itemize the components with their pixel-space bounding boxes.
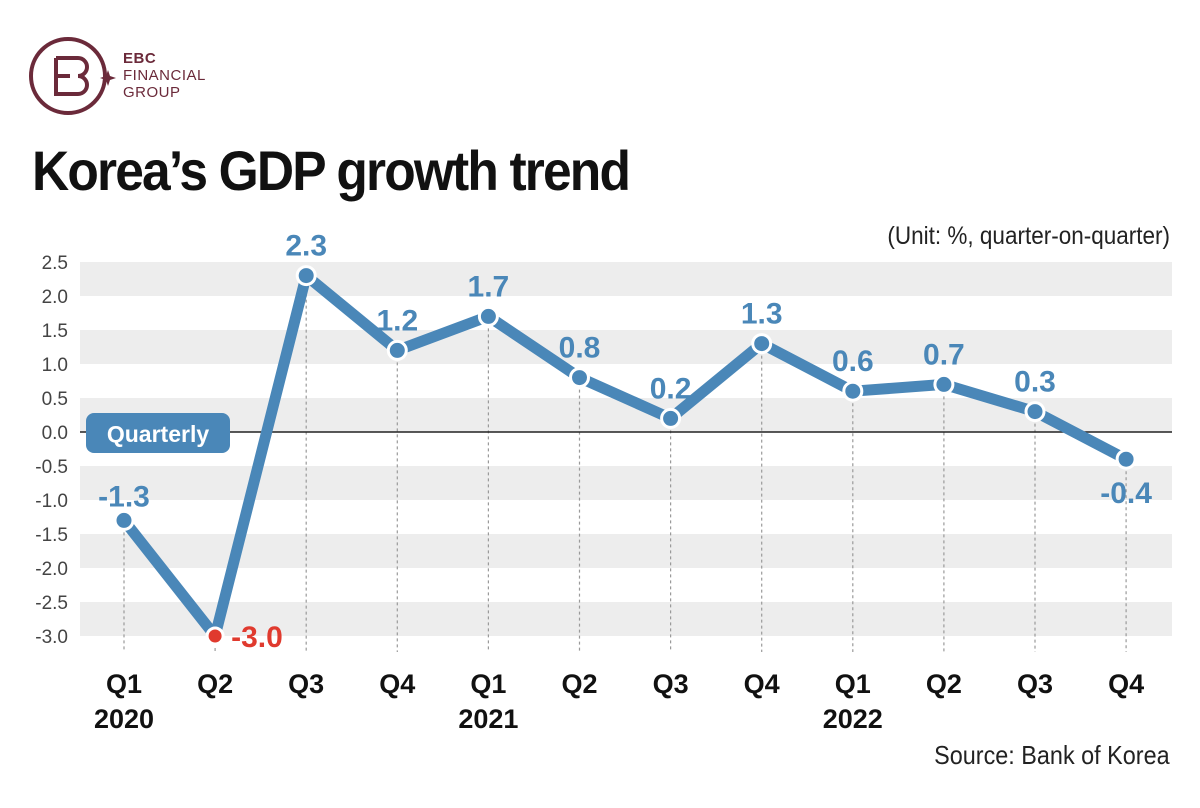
x-tick-label: Q1 bbox=[835, 669, 871, 699]
data-point bbox=[660, 407, 682, 429]
data-point bbox=[933, 373, 955, 395]
x-tick-label: Q4 bbox=[1108, 669, 1144, 699]
y-tick-label: -1.5 bbox=[35, 525, 68, 546]
data-label: 0.2 bbox=[650, 372, 692, 405]
data-point bbox=[1115, 448, 1137, 470]
series-line-path bbox=[118, 270, 1132, 642]
data-point bbox=[113, 509, 135, 531]
data-points bbox=[113, 265, 1137, 646]
annotation-badge bbox=[86, 413, 230, 453]
y-tick-label: -2.0 bbox=[35, 559, 68, 580]
x-tick-label: Q3 bbox=[653, 669, 689, 699]
y-tick-label: -2.5 bbox=[35, 593, 68, 614]
data-point bbox=[751, 333, 773, 355]
brand-line3: GROUP bbox=[123, 84, 181, 101]
y-axis-ticks: 2.5 2.0 1.5 1.0 0.5 0.0 -0.5 -1.0 -1.5 -2.0 -2.5 -3… bbox=[35, 253, 68, 648]
y-tick-label: 2.5 bbox=[42, 253, 68, 274]
y-tick-label: -3.0 bbox=[35, 627, 68, 648]
brand-line1: EBC bbox=[123, 50, 157, 67]
series-line bbox=[118, 270, 1132, 642]
data-point bbox=[569, 367, 590, 389]
data-label: -0.4 bbox=[1100, 477, 1152, 510]
x-tick-label: Q4 bbox=[379, 669, 415, 699]
ebc-monogram-icon bbox=[29, 37, 116, 115]
grid-band bbox=[80, 466, 1172, 500]
data-label: 0.8 bbox=[559, 332, 601, 365]
data-point bbox=[205, 626, 225, 646]
y-tick-label: -0.5 bbox=[35, 457, 68, 478]
x-axis-ticks: Q1 Q2 Q3 Q4 Q1 Q2 Q3 Q4 Q1 Q2 Q3 Q4 bbox=[106, 669, 1144, 699]
data-label: 1.2 bbox=[376, 304, 418, 337]
x-tick-label: Q2 bbox=[926, 669, 962, 699]
chart-source: Source: Bank of Korea bbox=[934, 740, 1170, 770]
x-tick-label: Q2 bbox=[197, 669, 233, 699]
y-tick-label: 0.5 bbox=[42, 389, 68, 410]
data-labels: -1.3 -3.0 2.3 1.2 1.7 0.8 0.2 1.3 0.6 0.7 0.3 -0.4 bbox=[98, 230, 1152, 654]
year-label: 2021 bbox=[458, 704, 518, 734]
brand-name: EBC FINANCIAL GROUP bbox=[123, 50, 206, 101]
chart-subtitle: (Unit: %, quarter-on-quarter) bbox=[887, 222, 1170, 250]
grid-band bbox=[80, 534, 1172, 568]
brand: EBC FINANCIAL GROUP bbox=[28, 36, 248, 116]
x-tick-label: Q3 bbox=[1017, 669, 1053, 699]
data-point bbox=[1024, 401, 1046, 423]
x-tick-label: Q3 bbox=[288, 669, 324, 699]
x-tick-label: Q1 bbox=[106, 669, 142, 699]
data-point bbox=[477, 305, 499, 327]
data-label: 1.3 bbox=[741, 298, 783, 331]
x-tick-label: Q4 bbox=[744, 669, 780, 699]
data-label: 0.6 bbox=[832, 345, 874, 378]
grid-bands bbox=[80, 262, 1172, 636]
year-label: 2020 bbox=[94, 704, 154, 734]
data-label: -1.3 bbox=[98, 480, 150, 513]
y-tick-label: 1.5 bbox=[42, 321, 68, 342]
data-label: 1.7 bbox=[468, 270, 510, 303]
grid-band bbox=[80, 330, 1172, 364]
x-tick-label: Q2 bbox=[561, 669, 597, 699]
y-tick-label: 1.0 bbox=[42, 355, 68, 376]
y-tick-label: 0.0 bbox=[42, 423, 68, 444]
data-point bbox=[842, 380, 864, 402]
data-label: 0.7 bbox=[923, 338, 965, 371]
year-label: 2022 bbox=[823, 704, 883, 734]
data-label: -3.0 bbox=[231, 621, 283, 654]
data-label: 0.3 bbox=[1014, 366, 1056, 399]
y-tick-label: 2.0 bbox=[42, 287, 68, 308]
grid-band bbox=[80, 262, 1172, 296]
grid-band bbox=[80, 602, 1172, 636]
brand-line2: FINANCIAL bbox=[123, 67, 206, 84]
data-point bbox=[295, 265, 317, 287]
chart-title: Korea’s GDP growth trend bbox=[32, 139, 631, 202]
year-labels: 2020 2021 2022 bbox=[94, 704, 883, 734]
guide-lines bbox=[123, 275, 1127, 652]
annotation-text: Quarterly bbox=[107, 421, 209, 447]
x-tick-label: Q1 bbox=[470, 669, 506, 699]
series-annotation: Quarterly bbox=[86, 413, 230, 453]
y-tick-label: -1.0 bbox=[35, 491, 68, 512]
data-point bbox=[386, 339, 408, 361]
data-label: 2.3 bbox=[285, 230, 327, 263]
